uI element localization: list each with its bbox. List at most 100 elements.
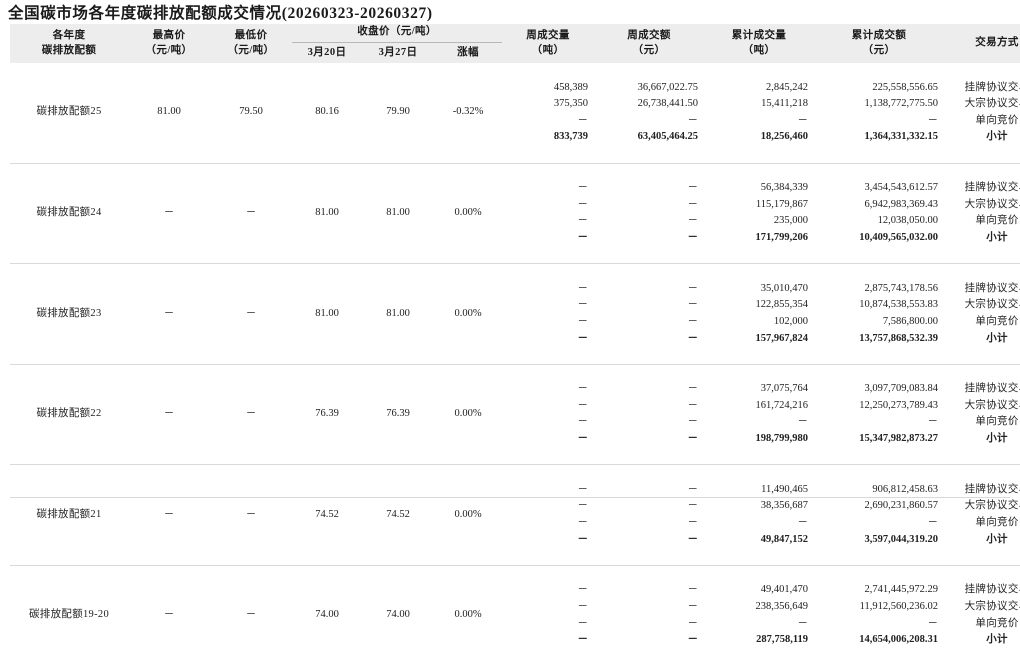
col-header-cumulative-amount: 累计成交额 （元） — [814, 24, 945, 63]
spacer-cell — [10, 364, 1020, 381]
cell-close-price-date1: 81.00 — [315, 307, 339, 319]
block-spacer — [10, 347, 1020, 364]
cell-week-amount: － — [687, 584, 699, 596]
spacer-cell — [10, 264, 1020, 281]
cell-week-amount: － — [687, 617, 699, 629]
cell-week-volume: － — [577, 282, 589, 294]
cell-quota-name: 碳排放配额21 — [36, 508, 102, 520]
table-row: － － 161,724,216 12,250,273,789.43 大宗协议交易 — [10, 398, 1020, 415]
cell-change-rate: 0.00% — [454, 307, 482, 319]
cell-trade-method: 大宗协议交易 — [964, 399, 1020, 411]
cell-cumulative-volume: 161,724,216 — [755, 399, 809, 411]
cell-cumulative-amount: 3,454,543,612.57 — [864, 182, 939, 194]
cell-week-amount: － — [687, 399, 699, 411]
cell-cumulative-amount: － — [927, 517, 939, 529]
table-row: － － 38,356,687 2,690,231,860.57 大宗协议交易 — [10, 498, 1020, 515]
cell-cumulative-volume: 38,356,687 — [760, 500, 809, 512]
table-header: 各年度 碳排放配额 最高价 （元/吨） 最低价 （元/吨） 收盘价（元/吨） 周… — [10, 24, 1020, 63]
cell-trade-method: 单向竞价 — [975, 114, 1019, 126]
cell-week-amount: － — [687, 182, 699, 194]
table-row: － － 115,179,867 6,942,983,369.43 大宗协议交易 — [10, 197, 1020, 214]
table-row: 碳排放配额19-20 － － 74.00 74.00 0.00% － － 49,401,470 2… — [10, 582, 1020, 620]
cell-week-volume: － — [577, 182, 589, 194]
cell-low-price: － — [245, 207, 257, 219]
spacer-cell — [10, 465, 1020, 482]
cell-cumulative-amount: 11,912,560,236.02 — [859, 601, 939, 612]
cell-cumulative-volume: 122,855,354 — [755, 299, 809, 311]
cell-low-price: 79.50 — [239, 106, 263, 118]
cell-low-price: － — [245, 408, 257, 420]
cell-cumulative-volume: 238,356,649 — [755, 601, 809, 612]
cell-cumulative-amount: － — [927, 114, 939, 126]
cell-cumulative-volume: 235,000 — [773, 215, 809, 227]
cell-high-price: 81.00 — [157, 106, 181, 118]
cell-cumulative-volume: 102,000 — [773, 315, 809, 327]
cell-cumulative-amount: 10,874,538,553.83 — [859, 299, 939, 311]
cell-low-price: － — [245, 508, 257, 520]
quota-year-block: 碳排放配额22 － － 76.39 76.39 0.00% － － 37,075,764 3,09… — [10, 364, 1020, 465]
cell-cumulative-amount: 1,364,331,332.15 — [864, 131, 939, 143]
cell-week-volume: － — [577, 114, 589, 126]
cell-week-volume: － — [577, 601, 589, 612]
cell-high-price: － — [163, 408, 175, 420]
col-header-week-amount: 周成交额 （元） — [594, 24, 705, 63]
emission-quota-table: 各年度 碳排放配额 最高价 （元/吨） 最低价 （元/吨） 收盘价（元/吨） 周… — [10, 24, 1020, 665]
cell-week-volume: － — [577, 500, 589, 512]
cell-week-amount: － — [687, 601, 699, 612]
cell-trade-method: 挂牌协议交易 — [964, 81, 1020, 93]
header-row-sub: 3月20日 3月27日 涨幅 — [10, 42, 1020, 63]
cell-cumulative-volume: 18,256,460 — [760, 131, 809, 143]
block-spacer — [10, 548, 1020, 565]
block-spacer — [10, 247, 1020, 264]
cell-week-amount: 36,667,022.75 — [637, 81, 699, 93]
cell-cumulative-amount: 906,812,458.63 — [872, 483, 939, 495]
cell-cumulative-amount: 13,757,868,532.39 — [859, 332, 939, 344]
table-row: 碳排放配额21 － － 74.52 74.52 0.00% － － 11,490,465 906,… — [10, 482, 1020, 520]
cell-cumulative-volume: － — [797, 517, 809, 529]
cell-cumulative-volume: 37,075,764 — [760, 383, 809, 395]
cell-cumulative-amount: 12,250,273,789.43 — [859, 399, 939, 411]
cell-week-amount: － — [687, 114, 699, 126]
table-row: － － 235,000 12,038,050.00 单向竞价 — [10, 213, 1020, 230]
cell-week-volume: － — [577, 416, 589, 428]
block-spacer — [10, 264, 1020, 281]
table-row: － － － － 单向竞价 — [10, 414, 1020, 431]
table-row: 碳排放配额24 － － 81.00 81.00 0.00% － － 56,384,339 3,45… — [10, 180, 1020, 218]
cell-trade-method: 挂牌协议交易 — [964, 282, 1020, 294]
col-header-close-price-group: 收盘价（元/吨） — [292, 24, 503, 43]
quota-year-block: 碳排放配额24 － － 81.00 81.00 0.00% － － 56,384,339 3,45… — [10, 163, 1020, 264]
cell-cumulative-amount: 15,347,982,873.27 — [859, 433, 939, 445]
table-row: － － 157,967,824 13,757,868,532.39 小计 — [10, 331, 1020, 348]
table-row: － － 198,799,980 15,347,982,873.27 小计 — [10, 431, 1020, 448]
cell-trade-method: 小计 — [986, 634, 1008, 646]
cell-cumulative-amount: － — [927, 617, 939, 629]
table-row: 375,350 26,738,441.50 15,411,218 1,138,772,… — [10, 96, 1020, 113]
cell-cumulative-volume: 15,411,218 — [761, 98, 809, 110]
cell-cumulative-volume: 157,967,824 — [755, 332, 809, 344]
col-header-week-volume: 周成交量 （吨） — [502, 24, 595, 63]
col-header-close-date-1: 3月20日 — [292, 42, 362, 63]
cell-high-price: － — [163, 609, 175, 621]
cell-trade-method: 小计 — [986, 433, 1008, 445]
cell-week-volume: － — [577, 433, 589, 445]
cell-week-volume: 458,389 — [553, 81, 589, 93]
cell-cumulative-volume: 56,384,339 — [760, 182, 809, 194]
cell-trade-method: 单向竞价 — [975, 416, 1019, 428]
cell-cumulative-amount: 10,409,565,032.00 — [859, 231, 939, 243]
cell-week-volume: － — [577, 198, 589, 210]
spacer-cell — [10, 146, 1020, 163]
cell-cumulative-volume: － — [797, 617, 809, 629]
cell-low-price: － — [245, 609, 257, 621]
cell-quota-name: 碳排放配额24 — [36, 207, 102, 219]
block-spacer — [10, 163, 1020, 180]
cell-cumulative-volume: 115,179,867 — [755, 198, 809, 210]
report-page: 全国碳市场各年度碳排放配额成交情况(20260323-20260327) 各年度… — [8, 5, 1020, 645]
cell-quota-name: 碳排放配额19-20 — [29, 609, 109, 621]
cell-high-price: － — [163, 508, 175, 520]
cell-cumulative-amount: 7,586,800.00 — [882, 315, 939, 327]
cell-week-amount: － — [687, 383, 699, 395]
block-spacer — [10, 146, 1020, 163]
col-header-close-date-2: 3月27日 — [362, 42, 434, 63]
table-row: － － － － 单向竞价 — [10, 113, 1020, 130]
header-row-main: 各年度 碳排放配额 最高价 （元/吨） 最低价 （元/吨） 收盘价（元/吨） 周… — [10, 24, 1020, 63]
